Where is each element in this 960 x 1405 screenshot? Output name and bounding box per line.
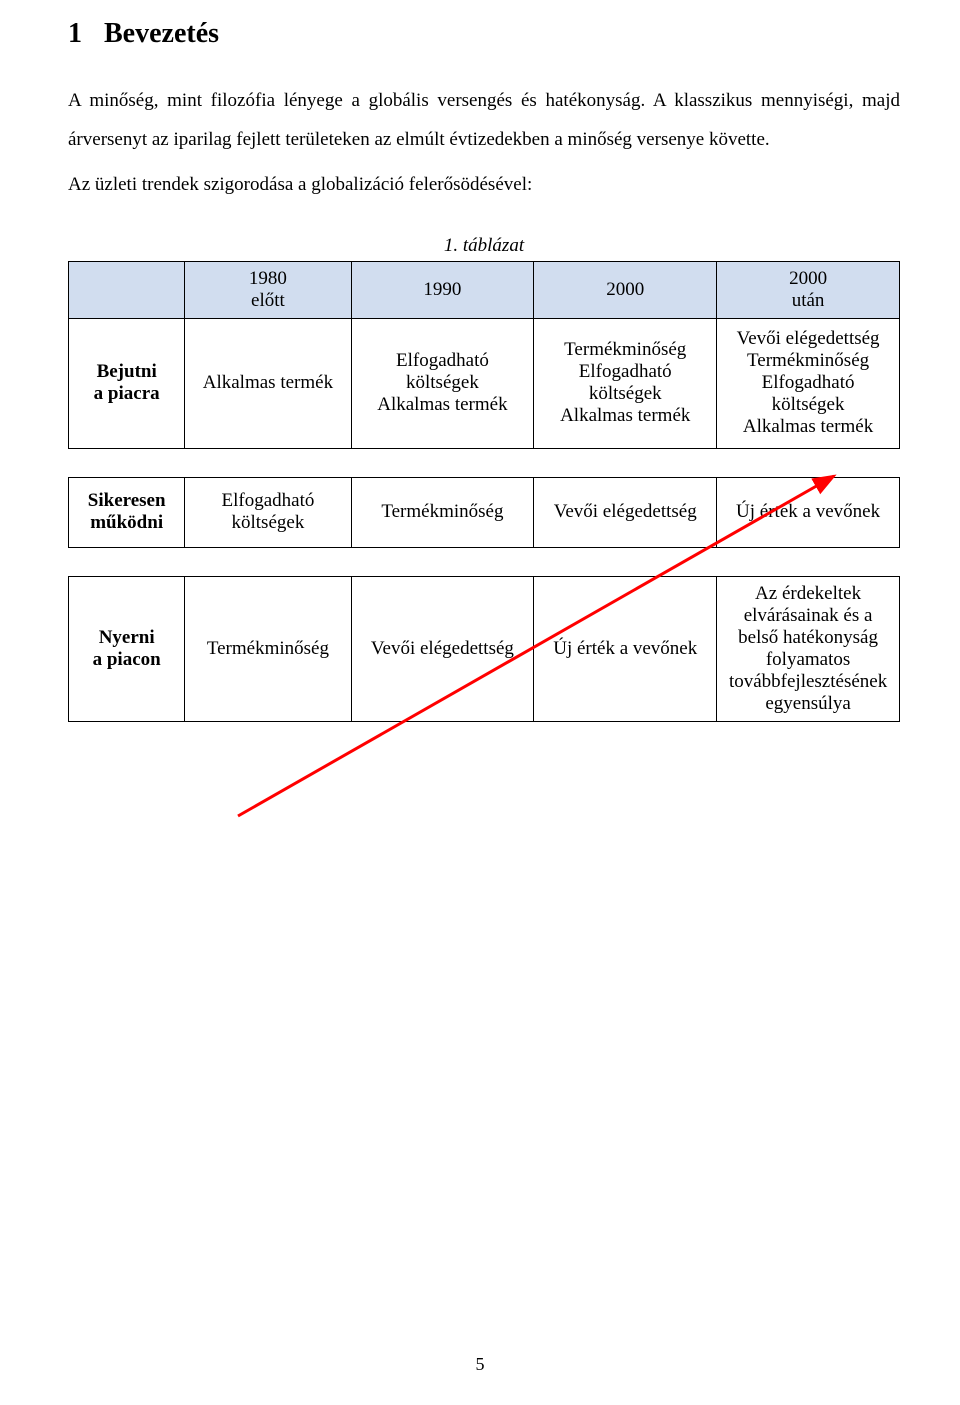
trends-table: 1980előtt 1990 2000 2000után Bejutnia pi… — [68, 261, 900, 449]
section-heading: 1 Bevezetés — [68, 18, 900, 50]
table-header-row: 1980előtt 1990 2000 2000után — [69, 261, 900, 318]
cell: Vevői elégedettségTermékminőségElfogadha… — [717, 318, 900, 448]
cell: ElfogadhatóköltségekAlkalmas termék — [351, 318, 534, 448]
row-label: Sikeresenműködni — [69, 477, 185, 547]
row-label: Nyernia piacon — [69, 576, 185, 721]
row-label: Bejutnia piacra — [69, 318, 185, 448]
header-c4: 2000után — [717, 261, 900, 318]
cell: Termékminőség — [185, 576, 351, 721]
table-row: Bejutnia piacra Alkalmas termék Elfogadh… — [69, 318, 900, 448]
header-c1: 1980előtt — [185, 261, 351, 318]
trends-table-2: Sikeresenműködni Elfogadhatóköltségek Te… — [68, 477, 900, 548]
cell: Új érték a vevőnek — [717, 477, 900, 547]
cell: Új érték a vevőnek — [534, 576, 717, 721]
heading-text: Bevezetés — [104, 18, 219, 49]
cell: Vevői elégedettség — [351, 576, 534, 721]
table-row: Sikeresenműködni Elfogadhatóköltségek Te… — [69, 477, 900, 547]
cell: TermékminőségElfogadhatóköltségekAlkalma… — [534, 318, 717, 448]
header-c2: 1990 — [351, 261, 534, 318]
cell: Termékminőség — [351, 477, 534, 547]
heading-number: 1 — [68, 18, 82, 50]
header-blank — [69, 261, 185, 318]
page-number: 5 — [0, 1354, 960, 1375]
paragraph-2: Az üzleti trendek szigorodása a globaliz… — [68, 166, 900, 205]
cell: Az érdekeltekelvárásainak és abelső haté… — [717, 576, 900, 721]
table-caption: 1. táblázat — [68, 235, 900, 257]
cell: Elfogadhatóköltségek — [185, 477, 351, 547]
table-row: Nyernia piacon Termékminőség Vevői elége… — [69, 576, 900, 721]
paragraph-1: A minőség, mint filozófia lényege a glob… — [68, 82, 900, 160]
header-c3: 2000 — [534, 261, 717, 318]
page: 1 Bevezetés A minőség, mint filozófia lén… — [0, 0, 960, 1405]
trends-table-3: Nyernia piacon Termékminőség Vevői elége… — [68, 576, 900, 722]
cell: Alkalmas termék — [185, 318, 351, 448]
cell: Vevői elégedettség — [534, 477, 717, 547]
